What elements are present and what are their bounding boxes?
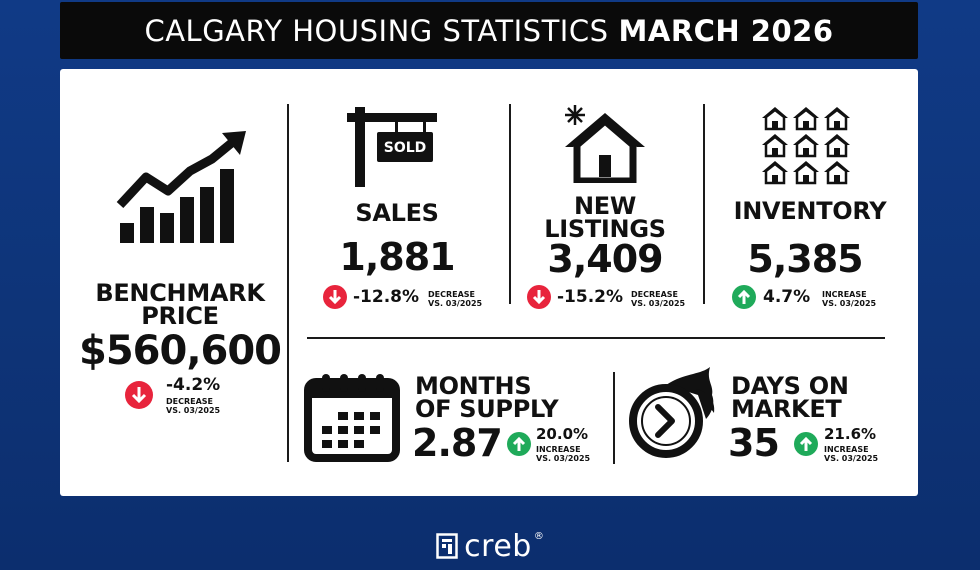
benchmark-note-line2: VS. 03/2025 [166,406,221,415]
sales-note: DECREASE VS. 03/2025 [428,290,482,308]
listings-down-icon [527,285,551,309]
divider-sales [509,104,511,304]
fast-clock-icon [629,367,715,458]
title-bold: MARCH 2026 [618,13,834,48]
footer-brand: creb ® [0,528,980,564]
dom-change: 21.6% [824,425,877,443]
benchmark-note-line1: DECREASE [166,397,214,406]
inventory-change: 4.7% [763,287,811,307]
dom-note: INCREASE VS. 03/2025 [824,445,878,463]
stats-card: BENCHMARK PRICE $560,600 -4.2% DECREASE … [60,69,918,496]
dom-label: DAYS ON MARKET [731,372,849,423]
supply-change: 20.0% [536,425,589,443]
inventory-note-line1: INCREASE [822,290,867,299]
listings-label-line2: LISTINGS [544,215,666,243]
sales-value: 1,881 [339,235,455,279]
benchmark-note: DECREASE VS. 03/2025 [166,397,220,415]
sales-down-icon [323,285,347,309]
dom-up-icon [794,432,818,456]
inventory-value: 5,385 [747,237,863,281]
dom-value: 35 [728,421,780,465]
page-title: CALGARY HOUSING STATISTICS MARCH 2026 [60,2,918,59]
benchmark-change: -4.2% [166,375,221,395]
benchmark-label-line2: PRICE [141,302,219,330]
supply-up-icon [507,432,531,456]
divider-horizontal [307,337,885,339]
dom-label-line2: MARKET [731,395,842,423]
benchmark-label: BENCHMARK PRICE [70,279,290,330]
creb-logo-icon [436,533,458,559]
supply-label-line2: OF SUPPLY [415,395,559,423]
listings-change: -15.2% [557,287,624,307]
listings-note-line2: VS. 03/2025 [631,299,686,308]
benchmark-label-line1: BENCHMARK [95,279,265,307]
listings-label-line1: NEW [573,192,637,220]
supply-label: MONTHS OF SUPPLY [415,372,559,423]
sales-note-line2: VS. 03/2025 [428,299,483,308]
brand-name: creb [464,528,532,564]
listings-note-line1: DECREASE [631,290,679,299]
dom-label-line1: DAYS ON [731,372,849,400]
sold-sign-icon [347,107,437,187]
divider-bottom [613,372,615,464]
supply-note: INCREASE VS. 03/2025 [536,445,590,463]
calendar-icon [304,374,400,462]
chart-up-icon [116,131,246,243]
supply-label-line1: MONTHS [415,372,532,400]
houses-grid-icon [760,105,852,185]
inventory-up-icon [732,285,756,309]
sold-sign-text: SOLD [383,140,427,156]
dom-note-line1: INCREASE [824,445,869,454]
house-icon [565,105,645,183]
sales-note-line1: DECREASE [428,290,476,299]
inventory-note: INCREASE VS. 03/2025 [822,290,876,308]
supply-note-line2: VS. 03/2025 [536,454,591,463]
listings-note: DECREASE VS. 03/2025 [631,290,685,308]
divider-benchmark [287,104,289,462]
benchmark-down-icon [125,381,153,409]
listings-value: 3,409 [547,237,663,281]
dom-note-line2: VS. 03/2025 [824,454,879,463]
supply-note-line1: INCREASE [536,445,581,454]
inventory-label: INVENTORY [733,197,887,225]
divider-listings [703,104,705,304]
sales-label: SALES [355,199,439,227]
benchmark-value: $560,600 [78,328,282,374]
listings-label: NEW LISTINGS [510,192,700,243]
supply-value: 2.87 [412,421,503,465]
sales-change: -12.8% [353,287,420,307]
registered-mark: ® [533,530,544,542]
inventory-note-line2: VS. 03/2025 [822,299,877,308]
title-regular: CALGARY HOUSING STATISTICS [144,13,609,48]
